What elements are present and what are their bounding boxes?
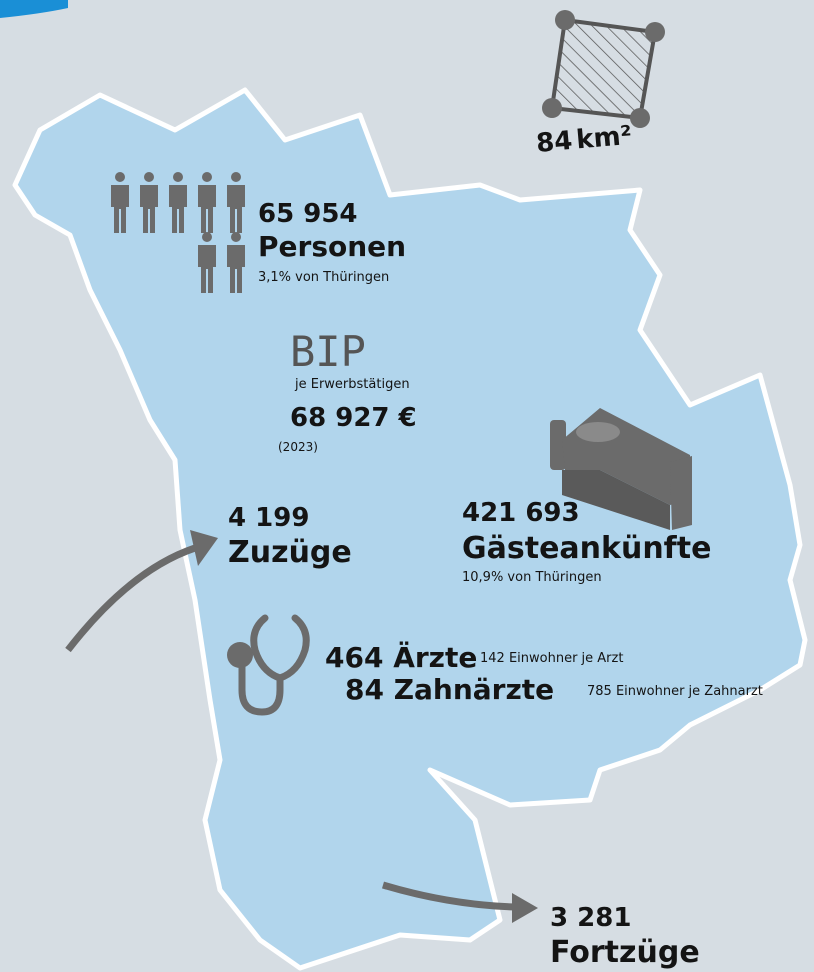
area-icon [542,10,665,128]
guests-label: Gästeankünfte [462,531,711,566]
doctors-note: 142 Einwohner je Arzt [480,651,623,666]
doctors-value: 464 Ärzte [325,640,477,674]
person-icon [198,232,216,293]
bip-title: BIP [290,327,366,376]
bip-subtitle: je Erwerbstätigen [294,377,410,392]
inflow-value: 4 199 [228,503,309,533]
person-icon [227,232,245,293]
inflow-arrow [65,544,197,653]
guests-share: 10,9% von Thüringen [462,570,602,585]
stethoscope-icon [238,614,310,716]
area-value: 84km² [535,121,633,159]
population-value: 65 954 [258,199,358,229]
person-icon [227,172,245,233]
person-icon [169,172,187,233]
outflow-arrowhead [512,893,538,923]
outflow-value: 3 281 [550,903,631,933]
population-share: 3,1% von Thüringen [258,270,389,285]
bip-value: 68 927 € [290,403,417,433]
people-icons [111,172,245,293]
outflow-arrow [381,881,516,911]
inflow-arrowhead [190,530,218,566]
population-label: Personen [258,230,406,263]
person-icon [111,172,129,233]
bed-icon [550,408,692,530]
region-map [12,87,808,971]
bip-year: (2023) [278,440,318,454]
dentists-value: 84 Zahnärzte [345,673,554,706]
dentists-note: 785 Einwohner je Zahnarzt [587,684,763,699]
outflow-label: Fortzüge [550,935,700,970]
person-icon [198,172,216,233]
stethoscope-chest [227,642,253,668]
guests-value: 421 693 [462,498,580,528]
inflow-label: Zuzüge [228,535,352,570]
corner-tab [0,0,68,18]
person-icon [140,172,158,233]
